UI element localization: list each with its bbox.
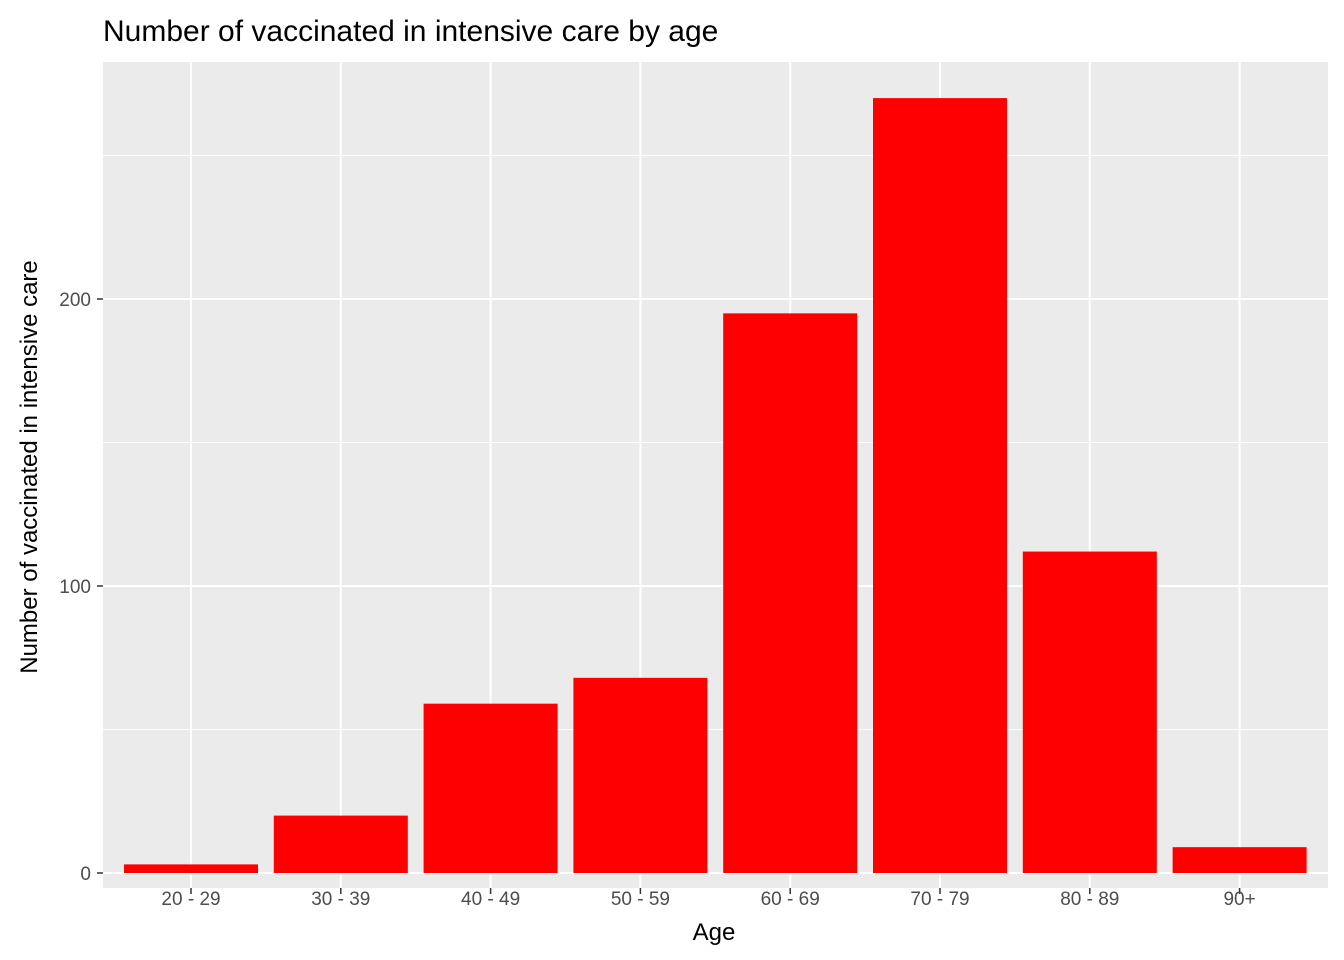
bar-20-29 xyxy=(124,864,258,873)
x-tick-label: 20 - 29 xyxy=(161,889,220,910)
chart-title: Number of vaccinated in intensive care b… xyxy=(103,15,718,48)
x-tick-label: 80 - 89 xyxy=(1060,889,1119,910)
y-tick-label: 100 xyxy=(59,577,91,598)
bar-60-69 xyxy=(723,313,858,874)
bars xyxy=(124,98,1307,874)
bar-30-39 xyxy=(273,815,408,873)
x-tick-label: 40 - 49 xyxy=(461,889,520,910)
x-axis-title: Age xyxy=(693,919,736,946)
bar-90 xyxy=(1172,847,1307,873)
x-tick-label: 30 - 39 xyxy=(311,889,370,910)
x-tick-label: 90+ xyxy=(1223,889,1255,910)
bar-70-79 xyxy=(873,98,1007,874)
y-axis-title: Number of vaccinated in intensive care xyxy=(16,260,43,674)
bar-40-49 xyxy=(423,703,558,873)
bar-80-89 xyxy=(1022,551,1157,873)
x-tick-label: 70 - 79 xyxy=(910,889,969,910)
bar-50-59 xyxy=(573,677,708,873)
y-tick-label: 0 xyxy=(80,864,91,885)
x-tick-label: 60 - 69 xyxy=(761,889,820,910)
y-tick-label: 200 xyxy=(59,290,91,311)
x-tick-label: 50 - 59 xyxy=(611,889,670,910)
x-axis: 20 - 29 30 - 39 40 - 49 50 - 59 60 - 69 70 - … xyxy=(161,888,1256,910)
y-axis: 0 100 200 xyxy=(59,290,103,885)
